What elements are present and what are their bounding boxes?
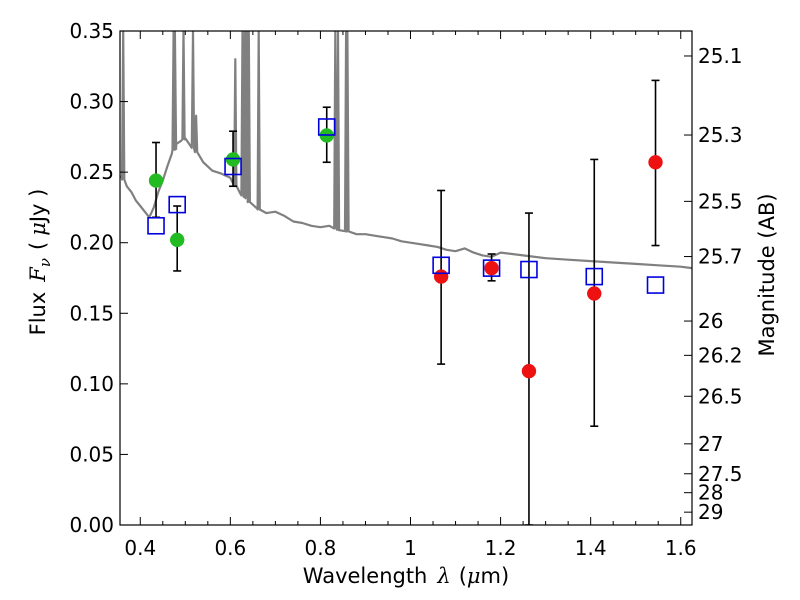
y-axis-unit-open: (	[26, 242, 50, 250]
x-axis-symbol: λ	[436, 564, 450, 588]
x-tick-label: 1	[404, 536, 417, 560]
x-axis-unit-mu: μ	[467, 564, 481, 588]
y-axis-unit-rest: Jy )	[26, 189, 50, 225]
x-tick-label: 0.4	[124, 536, 156, 560]
axes: 0.4 0.6 0.8 1 1.2 1.4 1.6 0.00 0.05 0.10 0.15 0.20 0…	[69, 19, 742, 560]
data-point-circle	[521, 363, 537, 379]
y-tick-label: 0.35	[69, 19, 114, 43]
model-point-square	[317, 118, 336, 136]
x-tick-label: 0.8	[305, 536, 337, 560]
mag-tick-label: 27	[698, 432, 723, 456]
mag-tick-label: 25.3	[698, 123, 743, 147]
x-axis-unit-open: (	[459, 564, 467, 588]
data-point-circle	[587, 286, 602, 301]
y-axis-title-text: Flux	[26, 292, 50, 336]
mag-tick-label: 26	[698, 309, 723, 333]
data-group	[120, 31, 692, 525]
mag-tick-label: 25.1	[698, 44, 743, 68]
plot-frame	[119, 30, 693, 526]
mag-tick-label: 29	[698, 500, 723, 524]
x-axis-title-text: Wavelength	[303, 564, 428, 588]
y-axis-unit-mu: μ	[26, 222, 50, 236]
model-point-square	[520, 260, 538, 279]
mag-tick-label: 26.5	[698, 384, 743, 408]
data-point-circle	[225, 152, 241, 167]
x-tick-label: 1.6	[665, 536, 697, 560]
model-point-square	[646, 276, 665, 294]
model-point-square	[224, 157, 242, 176]
y-tick-label: 0.10	[69, 372, 114, 396]
y-tick-label: 0.30	[69, 90, 114, 114]
model-point-square	[432, 256, 450, 275]
x-tick-label: 0.6	[214, 536, 246, 560]
x-axis-unit-rest: m)	[481, 564, 510, 588]
y-tick-label: 0.15	[69, 301, 114, 325]
y-axis-title: Flux Fν ( μJy )	[26, 189, 54, 336]
x-tick-label: 1.2	[485, 536, 517, 560]
y2-axis-title: Magnitude (AB)	[755, 193, 779, 356]
data-point-circle	[169, 232, 185, 248]
x-tick-label: 1.4	[575, 536, 607, 560]
y-axis-subscript: ν	[36, 258, 54, 267]
mag-tick-label: 26.2	[698, 343, 743, 367]
y-tick-label: 0.25	[69, 160, 114, 184]
data-point-circle	[484, 260, 499, 276]
model-spectrum-line	[120, 31, 692, 270]
y-tick-label: 0.20	[69, 231, 114, 255]
data-point-circle	[433, 269, 449, 284]
y-tick-label: 0.00	[69, 513, 114, 537]
data-point-circle	[648, 155, 663, 170]
data-point-circle	[148, 173, 164, 188]
x-axis-title: Wavelength λ (μm)	[303, 564, 509, 588]
plot-area	[120, 31, 692, 525]
y-tick-label: 0.05	[69, 442, 114, 466]
mag-tick-label: 25.5	[698, 189, 743, 213]
mag-tick-label: 27.5	[698, 462, 743, 486]
y-axis-symbol: F	[26, 266, 50, 283]
model-point-square	[585, 267, 604, 286]
model-point-square	[147, 216, 165, 235]
mag-tick-label: 25.7	[698, 245, 743, 269]
mag-tick-label: 28	[698, 481, 723, 505]
model-point-square	[168, 195, 186, 214]
model-point-square	[482, 259, 501, 277]
